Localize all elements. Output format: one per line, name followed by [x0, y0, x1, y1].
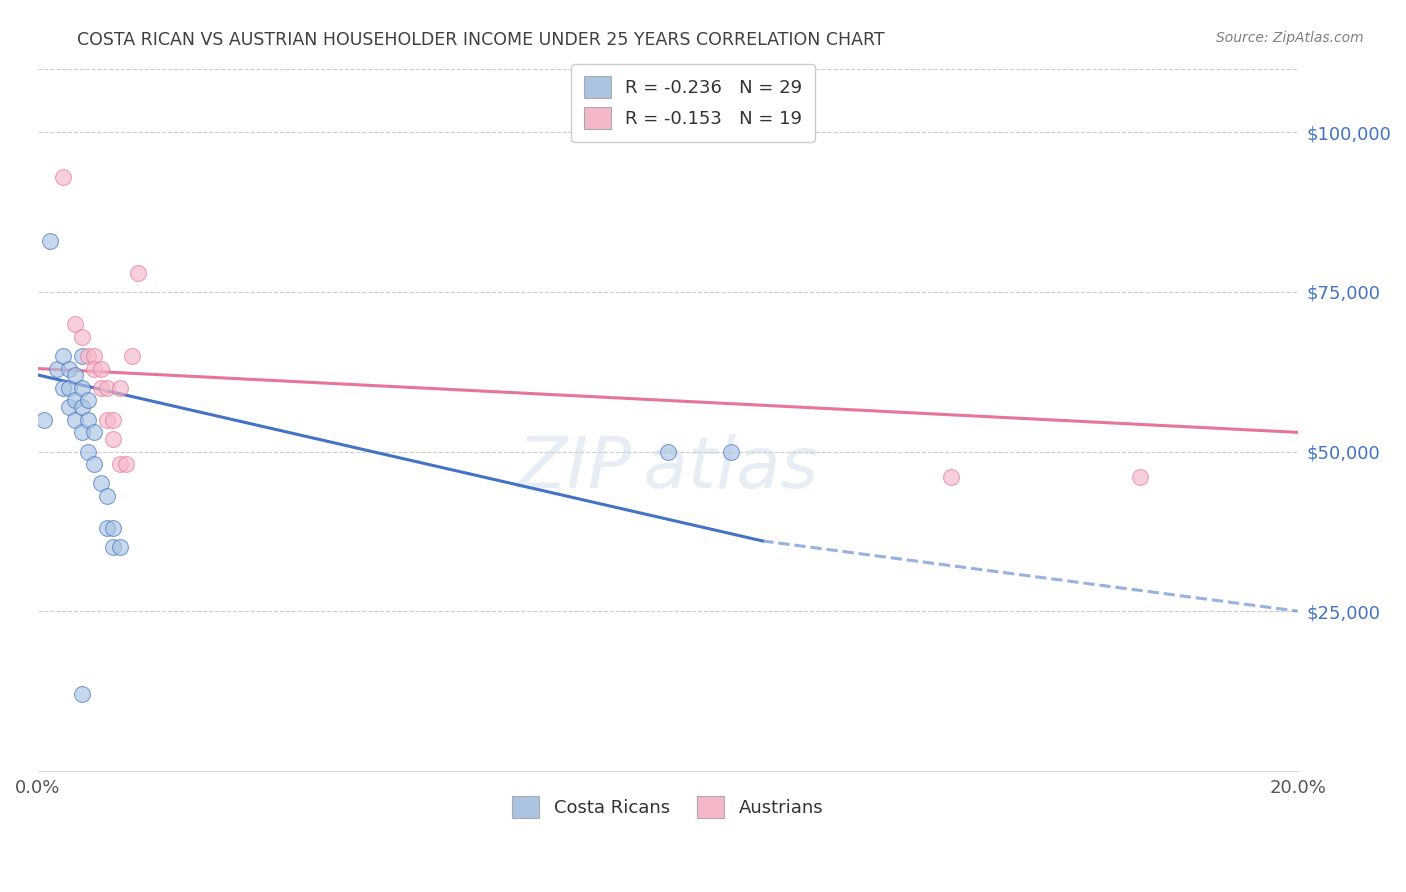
Point [52, 349, 75, 363]
Point [45, 361, 67, 376]
Point [83, 361, 105, 376]
Point [1129, 470, 1152, 484]
Point [108, 458, 131, 472]
Point [65, 393, 87, 408]
Text: Source: ZipAtlas.com: Source: ZipAtlas.com [1216, 31, 1364, 45]
Point [70, 349, 93, 363]
Point [52, 381, 75, 395]
Point [96, 381, 118, 395]
Point [65, 412, 87, 426]
Point [70, 329, 93, 343]
Point [720, 444, 742, 458]
Point [83, 349, 105, 363]
Point [121, 349, 143, 363]
Point [103, 521, 125, 535]
Point [108, 381, 131, 395]
Point [77, 412, 100, 426]
Point [58, 361, 80, 376]
Point [70, 425, 93, 440]
Point [115, 458, 138, 472]
Point [65, 317, 87, 331]
Point [70, 381, 93, 395]
Point [96, 521, 118, 535]
Text: COSTA RICAN VS AUSTRIAN HOUSEHOLDER INCOME UNDER 25 YEARS CORRELATION CHART: COSTA RICAN VS AUSTRIAN HOUSEHOLDER INCO… [77, 31, 884, 49]
Point [96, 412, 118, 426]
Point [103, 412, 125, 426]
Point [52, 169, 75, 184]
Point [941, 470, 963, 484]
Point [103, 541, 125, 555]
Point [58, 400, 80, 414]
Point [657, 444, 679, 458]
Point [103, 432, 125, 446]
Point [90, 476, 112, 491]
Point [70, 400, 93, 414]
Point [77, 393, 100, 408]
Point [58, 381, 80, 395]
Point [65, 368, 87, 382]
Point [83, 458, 105, 472]
Point [96, 489, 118, 503]
Point [77, 444, 100, 458]
Point [108, 541, 131, 555]
Text: ZIP atlas: ZIP atlas [517, 434, 818, 503]
Point [90, 361, 112, 376]
Legend: Costa Ricans, Austrians: Costa Ricans, Austrians [505, 789, 831, 825]
Point [90, 381, 112, 395]
Point [39, 234, 62, 248]
Point [32, 412, 55, 426]
Point [77, 349, 100, 363]
Point [83, 425, 105, 440]
Point [128, 266, 150, 280]
Point [70, 687, 93, 701]
